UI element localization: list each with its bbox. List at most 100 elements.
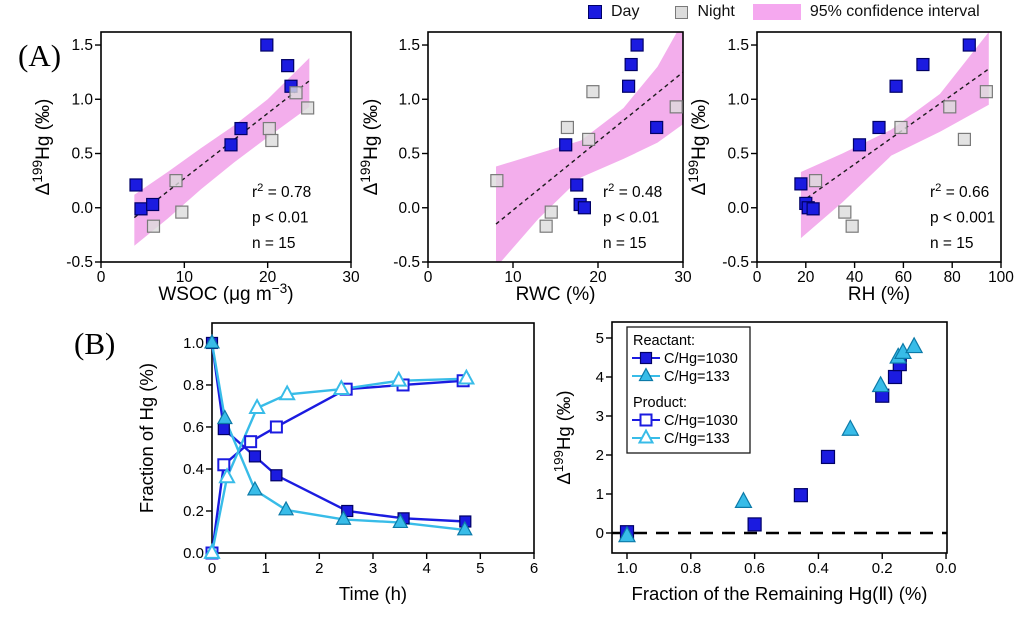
stats-text: n = 15: [252, 235, 296, 252]
data-point: [217, 458, 231, 472]
y-tick-label: 1.5: [71, 37, 93, 54]
confidence-band: [496, 32, 683, 262]
x-tick-label: 4: [422, 560, 430, 577]
data-point: [246, 480, 263, 496]
data-point: [845, 219, 859, 233]
y-axis-title: Δ199Hg (‰): [686, 99, 710, 196]
axis-frame: [611, 321, 948, 554]
data-point: [218, 467, 236, 484]
data-point: [146, 197, 160, 212]
data-point: [943, 100, 957, 114]
data-point: [392, 513, 409, 529]
data-point: [248, 397, 266, 414]
data-point: [793, 488, 808, 503]
data-point: [841, 419, 860, 436]
y-tick-label: -0.5: [722, 254, 749, 271]
stats-text: r2 = 0.66: [930, 182, 989, 201]
data-point: [146, 219, 161, 233]
data-point: [617, 525, 637, 543]
x-axis-title: Fraction of the Remaining Hg(Ⅱ) (%): [632, 583, 928, 604]
y-axis-title: Δ199Hg (‰): [358, 99, 382, 196]
x-tick-label: 0: [424, 269, 433, 286]
data-point: [887, 369, 903, 385]
data-point: [341, 504, 354, 518]
confidence-interval-swatch: [752, 4, 801, 20]
trend-line: [495, 71, 683, 225]
data-point: [278, 384, 296, 401]
night-marker-swatch: [675, 5, 689, 19]
y-tick-label: 1: [596, 486, 604, 503]
day-legend-label: Day: [611, 3, 640, 20]
data-point: [490, 174, 504, 188]
x-tick-label: 5: [476, 560, 484, 577]
data-point: [457, 368, 476, 385]
y-tick-label: 0.5: [71, 146, 93, 163]
legend-marker: [638, 367, 654, 382]
data-point: [203, 333, 221, 349]
x-tick-label: 20: [797, 269, 815, 286]
legend-entry-label: C/Hg=133: [664, 369, 730, 385]
legend-header: Reactant:: [633, 333, 695, 349]
stats-text: p < 0.01: [252, 210, 308, 227]
legend-entry-label: C/Hg=1030: [664, 413, 738, 429]
y-tick-label: 5: [596, 330, 604, 347]
data-point: [134, 202, 148, 216]
series-night: [146, 86, 315, 233]
data-point: [894, 120, 908, 135]
data-point: [957, 132, 972, 147]
y-tick-label: 0.5: [398, 146, 420, 163]
y-axis-title: Δ199Hg (‰): [30, 99, 54, 196]
data-point: [281, 59, 295, 73]
stats-text: r2 = 0.78: [252, 182, 311, 201]
night-legend-label: Night: [697, 3, 735, 20]
chart-remaining: 1.0 0.8 0.6 0.4 0.2 0.0 0 1 2 3 4 5 Fraction of the …: [551, 321, 957, 604]
data-point: [871, 375, 890, 393]
stats-text: n = 15: [930, 235, 974, 252]
x-tick-label: 6: [530, 560, 538, 577]
x-tick-label: 80: [944, 269, 962, 286]
y-tick-label: 1.5: [727, 37, 749, 54]
x-tick-label: 0.8: [680, 560, 701, 577]
x-tick-label: 60: [895, 269, 913, 286]
data-point: [289, 86, 303, 100]
data-point: [203, 542, 221, 559]
y-tick-label: 1.0: [398, 91, 420, 108]
y-tick-label: 1.0: [727, 91, 749, 108]
y-tick-label: 1.5: [398, 37, 420, 54]
data-point: [248, 450, 262, 463]
data-point: [216, 409, 233, 425]
y-axis-title: Fraction of Hg (%): [136, 363, 157, 513]
y-tick-label: 0.0: [71, 200, 93, 217]
data-point: [577, 201, 592, 215]
chart-wsoc: 0 10 20 30 -0.5 0.0 0.5 1.0 1.5 WSOC (μg m−3) Δ199…: [30, 31, 360, 305]
confidence-interval-label: 95% confidence interval: [809, 3, 980, 20]
series-night: [490, 85, 683, 233]
data-point: [265, 133, 279, 148]
chart-rwc: 0 10 20 30 -0.5 0.0 0.5 1.0 1.5 RWC (%) Δ199Hg (‰)…: [358, 31, 692, 305]
data-point: [624, 57, 638, 72]
series-reactant-chg133: [203, 333, 473, 536]
x-tick-label: 10: [176, 269, 194, 286]
x-tick-label: 40: [846, 269, 864, 286]
data-point: [979, 85, 993, 99]
y-tick-label: 1.0: [71, 91, 93, 108]
data-point: [129, 178, 143, 192]
y-tick-label: -0.5: [66, 254, 93, 271]
chart-legend: Reactant: C/Hg=1030 C/Hg=133 Product: C/Hg=1…: [626, 326, 751, 454]
data-point: [260, 38, 274, 52]
data-point: [586, 85, 600, 99]
stats-text: p < 0.001: [930, 210, 995, 227]
x-tick-label: 0: [753, 269, 762, 286]
y-tick-label: 0.6: [183, 419, 204, 436]
x-tick-label: 2: [315, 560, 323, 577]
panel-b-label: (B): [74, 326, 116, 361]
data-point: [747, 517, 762, 532]
data-point: [852, 138, 867, 152]
data-point: [335, 510, 352, 525]
data-point: [224, 138, 238, 152]
x-tick-label: 0.0: [936, 560, 957, 577]
data-point: [390, 370, 408, 387]
y-tick-label: 0.8: [183, 377, 204, 394]
data-point: [544, 205, 558, 219]
